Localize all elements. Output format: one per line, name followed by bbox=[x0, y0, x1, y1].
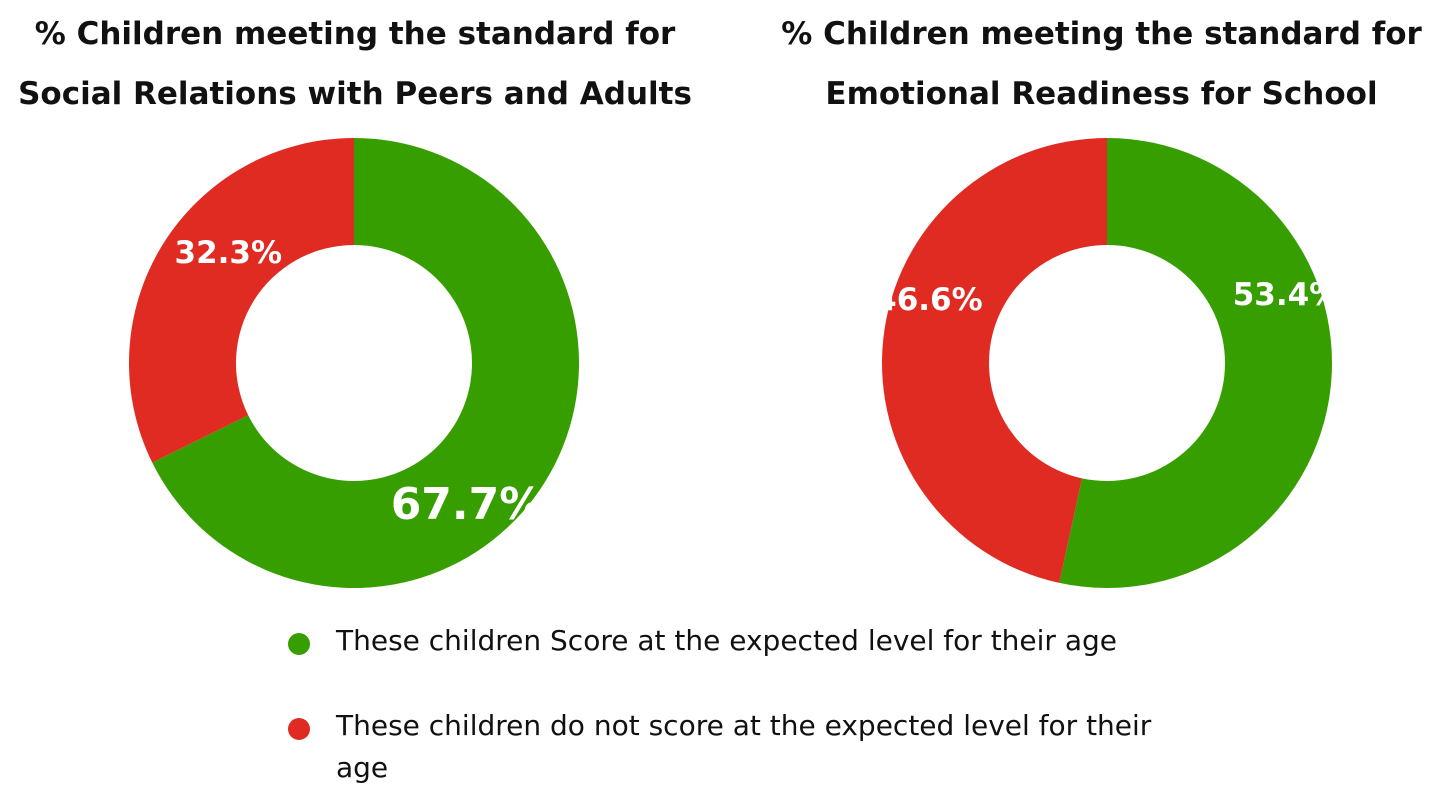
data-label: 67.7% bbox=[391, 479, 544, 530]
data-label: 32.3% bbox=[175, 235, 283, 271]
legend: These children Score at the expected lev… bbox=[284, 620, 1184, 789]
chart-title-line-2: Social Relations with Peers and Adults bbox=[18, 76, 692, 112]
chart-title-line-2: Emotional Readiness for School bbox=[825, 76, 1378, 112]
slice-meets-standard bbox=[1059, 138, 1332, 588]
legend-item-not-meets: These children do not score at the expec… bbox=[284, 705, 1184, 789]
donut-chart: 67.7% 32.3% bbox=[128, 138, 579, 588]
data-label: 46.6% bbox=[875, 282, 983, 318]
legend-label: These children do not score at the expec… bbox=[336, 709, 1152, 784]
slice-meets-standard bbox=[152, 138, 579, 588]
slice-below-standard bbox=[882, 138, 1107, 583]
legend-label: These children Score at the expected lev… bbox=[336, 624, 1118, 657]
slice-below-standard bbox=[128, 138, 354, 463]
chart-title-line-1: % Children meeting the standard for bbox=[781, 16, 1422, 52]
chart-title: % Children meeting the standard for Soci… bbox=[0, 4, 710, 124]
legend-item-meets: These children Score at the expected lev… bbox=[284, 620, 1184, 662]
donut-chart: 53.4% 46.6% bbox=[875, 138, 1340, 588]
legend-dot-red bbox=[288, 718, 310, 740]
chart-title: % Children meeting the standard for Emot… bbox=[760, 4, 1443, 124]
data-label: 53.4% bbox=[1233, 277, 1341, 313]
legend-dot-green bbox=[288, 633, 310, 655]
chart-title-line-1: % Children meeting the standard for bbox=[34, 16, 676, 52]
